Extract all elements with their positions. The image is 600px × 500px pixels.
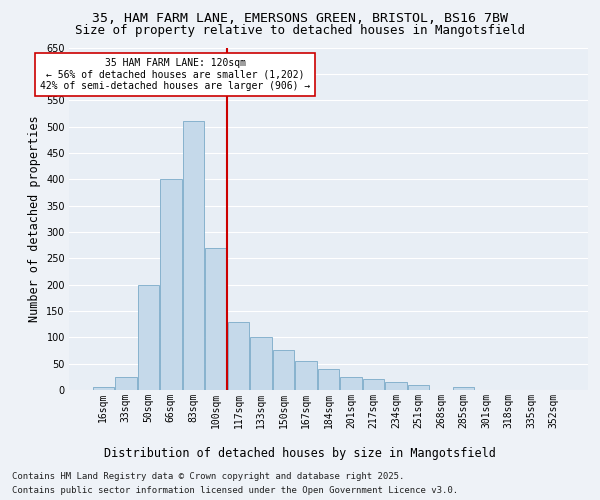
- Text: Contains HM Land Registry data © Crown copyright and database right 2025.: Contains HM Land Registry data © Crown c…: [12, 472, 404, 481]
- Text: Size of property relative to detached houses in Mangotsfield: Size of property relative to detached ho…: [75, 24, 525, 37]
- Bar: [453, 388, 475, 390]
- Bar: [228, 322, 249, 390]
- Y-axis label: Number of detached properties: Number of detached properties: [28, 116, 41, 322]
- Bar: [115, 377, 137, 390]
- Bar: [363, 380, 384, 390]
- Bar: [92, 388, 114, 390]
- Bar: [385, 382, 407, 390]
- Bar: [340, 377, 362, 390]
- Text: 35, HAM FARM LANE, EMERSONS GREEN, BRISTOL, BS16 7BW: 35, HAM FARM LANE, EMERSONS GREEN, BRIST…: [92, 12, 508, 24]
- Bar: [273, 350, 294, 390]
- Bar: [250, 338, 272, 390]
- Bar: [295, 361, 317, 390]
- Bar: [205, 248, 227, 390]
- Bar: [408, 384, 429, 390]
- Text: 35 HAM FARM LANE: 120sqm
← 56% of detached houses are smaller (1,202)
42% of sem: 35 HAM FARM LANE: 120sqm ← 56% of detach…: [40, 58, 310, 91]
- Bar: [182, 122, 204, 390]
- Bar: [318, 369, 339, 390]
- Text: Contains public sector information licensed under the Open Government Licence v3: Contains public sector information licen…: [12, 486, 458, 495]
- Bar: [137, 284, 159, 390]
- Bar: [160, 179, 182, 390]
- Text: Distribution of detached houses by size in Mangotsfield: Distribution of detached houses by size …: [104, 448, 496, 460]
